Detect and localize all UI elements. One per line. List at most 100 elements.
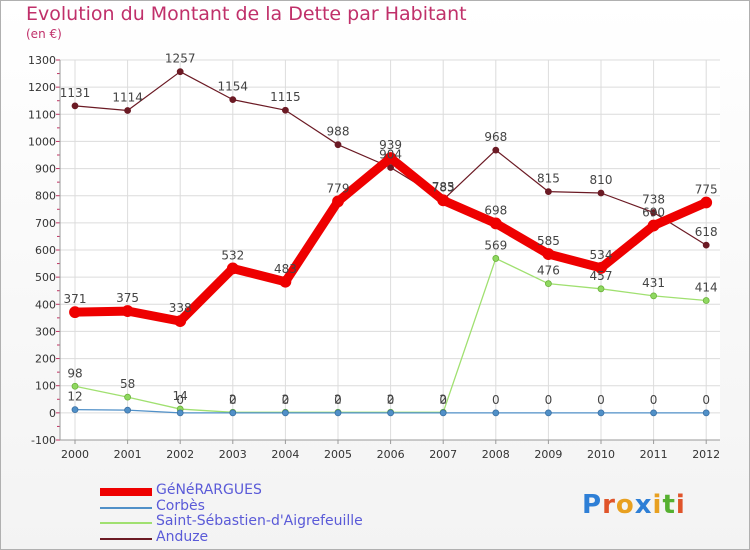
data-label-saint-s-bastien-d-aigrefeuille: 457 (590, 269, 613, 283)
data-label-g-n-rargues: 779 (327, 181, 350, 195)
data-label-corb-s: 0 (702, 393, 710, 407)
data-point-g-n-rargues (121, 305, 134, 317)
x-tick-label: 2003 (219, 448, 247, 461)
logo-letter: t (662, 490, 676, 520)
data-label-saint-s-bastien-d-aigrefeuille: 2 (387, 392, 395, 406)
data-point-saint-s-bastien-d-aigrefeuille (545, 280, 552, 288)
data-point-g-n-rargues (279, 275, 292, 288)
legend-label: GéNéRARGUES (156, 482, 262, 498)
data-label-g-n-rargues: 783 (432, 180, 455, 194)
data-point-anduze (545, 188, 552, 196)
data-point-anduze (176, 68, 184, 76)
data-point-g-n-rargues (437, 194, 450, 207)
data-label-corb-s: 0 (387, 393, 395, 407)
data-label-corb-s: 0 (597, 393, 605, 407)
x-tick-label: 2006 (377, 448, 405, 461)
y-tick-label: 1000 (28, 135, 56, 148)
data-point-g-n-rargues (226, 262, 239, 275)
data-label-g-n-rargues: 534 (590, 248, 613, 262)
data-point-corb-s (124, 406, 131, 414)
data-point-anduze (124, 107, 131, 114)
data-label-anduze: 968 (484, 130, 507, 144)
data-label-corb-s: 0 (492, 393, 500, 407)
data-label-saint-s-bastien-d-aigrefeuille: 569 (484, 238, 507, 252)
y-tick-label: 800 (35, 190, 56, 203)
y-tick-label: -100 (31, 434, 56, 447)
logo-letter: i (652, 490, 663, 520)
logo-letter: P (582, 490, 603, 520)
data-label-g-n-rargues: 585 (537, 234, 560, 248)
legend-swatch (100, 507, 152, 509)
x-tick-label: 2000 (61, 448, 89, 461)
data-label-corb-s: 0 (282, 393, 290, 407)
data-point-corb-s (229, 409, 237, 417)
data-label-corb-s: 12 (67, 390, 82, 404)
y-tick-label: 600 (35, 244, 56, 257)
legend-label: Saint-Sébastien-d'Aigrefeuille (156, 513, 363, 529)
data-point-g-n-rargues (489, 217, 502, 230)
data-label-g-n-rargues: 690 (642, 206, 665, 220)
data-point-anduze (281, 106, 289, 114)
legend-swatch (100, 538, 152, 540)
data-point-g-n-rargues (69, 306, 81, 319)
y-tick-label: 300 (35, 325, 56, 338)
data-point-saint-s-bastien-d-aigrefeuille (71, 382, 79, 390)
data-label-saint-s-bastien-d-aigrefeuille: 58 (120, 377, 135, 391)
y-tick-label: 500 (35, 271, 56, 284)
y-tick-label: 200 (35, 353, 56, 366)
data-label-g-n-rargues: 371 (64, 292, 87, 306)
data-label-g-n-rargues: 338 (169, 301, 192, 315)
data-point-g-n-rargues (542, 248, 555, 260)
data-point-corb-s (281, 409, 289, 417)
data-label-corb-s: 0 (439, 393, 447, 407)
x-tick-label: 2002 (166, 448, 194, 461)
data-point-anduze (387, 164, 395, 171)
data-label-anduze: 618 (695, 225, 718, 239)
data-label-anduze: 1114 (112, 90, 143, 104)
data-label-g-n-rargues: 698 (484, 203, 507, 217)
data-point-corb-s (545, 409, 552, 417)
x-tick-label: 2004 (271, 448, 299, 461)
data-label-anduze: 1154 (218, 80, 249, 94)
data-label-saint-s-bastien-d-aigrefeuille: 431 (642, 276, 665, 290)
data-label-corb-s: 0 (334, 393, 342, 407)
chart-unit-label: (en €) (26, 27, 62, 41)
data-label-g-n-rargues: 483 (274, 262, 297, 276)
data-label-saint-s-bastien-d-aigrefeuille: 2 (334, 392, 342, 406)
x-tick-label: 2012 (692, 448, 720, 461)
data-point-corb-s (71, 406, 79, 414)
data-point-anduze (334, 141, 342, 149)
data-label-g-n-rargues: 532 (221, 248, 244, 262)
y-tick-label: 700 (35, 217, 56, 230)
data-label-saint-s-bastien-d-aigrefeuille: 476 (537, 264, 560, 278)
data-label-saint-s-bastien-d-aigrefeuille: 14 (173, 389, 188, 403)
data-point-anduze (71, 102, 79, 110)
logo-letter: o (615, 490, 635, 520)
x-tick-label: 2005 (324, 448, 352, 461)
data-point-g-n-rargues (647, 219, 660, 232)
data-point-anduze (492, 146, 500, 154)
data-point-saint-s-bastien-d-aigrefeuille (597, 285, 605, 293)
data-point-corb-s (492, 409, 500, 417)
data-label-anduze: 904 (379, 147, 402, 161)
x-tick-label: 2010 (587, 448, 615, 461)
logo-letter: x (634, 490, 653, 520)
data-label-anduze: 1257 (165, 52, 196, 66)
data-point-saint-s-bastien-d-aigrefeuille (124, 393, 131, 401)
proxiti-logo: Proxiti (582, 490, 686, 520)
data-point-corb-s (387, 409, 395, 417)
data-label-anduze: 1115 (270, 90, 301, 104)
data-point-corb-s (597, 409, 605, 417)
data-label-g-n-rargues: 375 (116, 291, 139, 305)
data-label-g-n-rargues: 939 (379, 138, 402, 152)
legend-swatch (100, 488, 152, 496)
y-tick-label: 1100 (28, 108, 56, 121)
x-tick-label: 2001 (114, 448, 142, 461)
data-point-anduze (650, 209, 657, 216)
data-label-corb-s: 0 (176, 393, 184, 407)
data-point-corb-s (439, 409, 447, 417)
x-tick-label: 2007 (429, 448, 457, 461)
x-tick-label: 2008 (482, 448, 510, 461)
data-label-saint-s-bastien-d-aigrefeuille: 2 (229, 392, 237, 406)
